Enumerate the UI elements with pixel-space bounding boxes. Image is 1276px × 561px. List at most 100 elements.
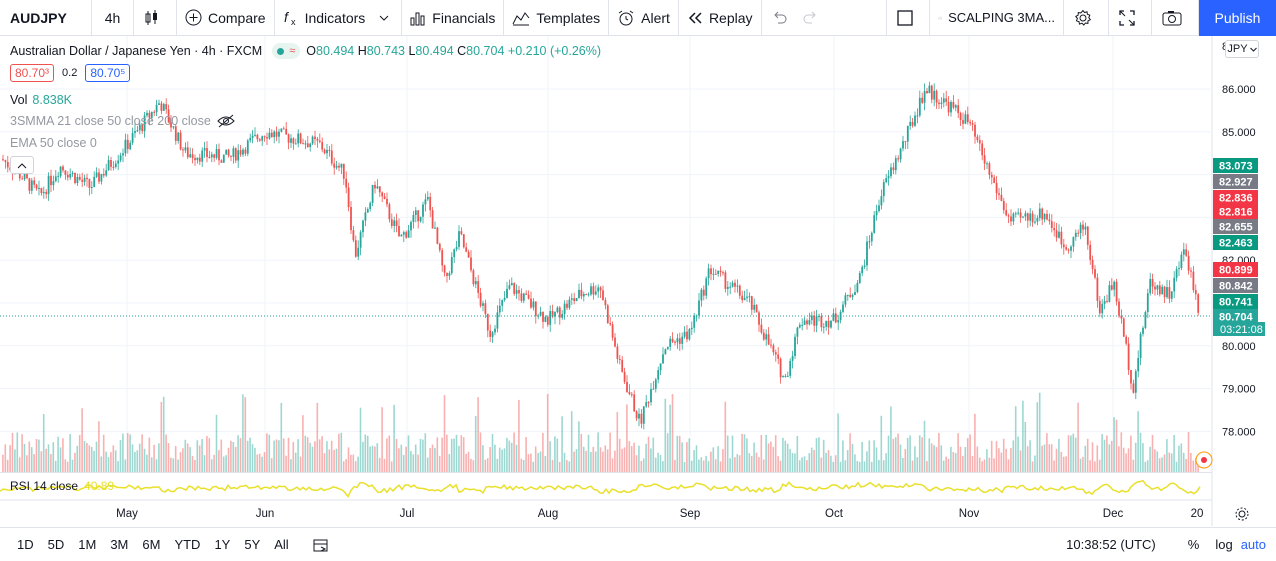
range-button-5d[interactable]: 5D [47, 537, 65, 552]
volume-bar [1091, 442, 1094, 472]
price-badge [1213, 294, 1258, 309]
candle-body [626, 381, 628, 392]
time-axis-label: Aug [538, 508, 558, 520]
candle-body [856, 282, 859, 293]
volume-bar [304, 435, 307, 472]
volume-bar [1170, 453, 1173, 472]
volume-bar [376, 443, 379, 472]
volume-bar [2, 454, 4, 472]
volume-bar [1122, 447, 1125, 472]
volume-bar [1178, 445, 1180, 472]
candle-body [822, 326, 825, 328]
volume-legend[interactable]: Vol 8.838K [10, 93, 72, 107]
candle-body [873, 215, 876, 233]
candle-body [1187, 255, 1190, 271]
volume-bar [38, 439, 40, 472]
symbol-search-button[interactable]: AUDJPY [0, 0, 92, 36]
alert-button[interactable]: Alert [609, 0, 679, 36]
volume-bar [448, 454, 451, 472]
volume-bar [280, 402, 283, 472]
chart-type-button[interactable] [134, 0, 177, 36]
volume-bar [369, 446, 371, 472]
compare-button[interactable]: Compare [177, 0, 275, 36]
volume-bar [472, 460, 475, 472]
financials-button[interactable]: Financials [402, 0, 505, 36]
sell-button[interactable]: 80.70³ [10, 64, 55, 82]
log-toggle[interactable]: log [1215, 537, 1233, 552]
candle-body [179, 132, 182, 150]
volume-bar [446, 434, 448, 472]
range-button-5y[interactable]: 5Y [244, 537, 261, 552]
candle-body [378, 186, 381, 193]
range-button-ytd[interactable]: YTD [174, 537, 201, 552]
fullscreen-mode-button[interactable] [886, 0, 930, 36]
market-status-badge[interactable]: ≈ [272, 43, 301, 59]
percent-toggle[interactable]: % [1187, 537, 1200, 552]
candle-body [352, 230, 355, 241]
go-to-date-icon[interactable] [312, 537, 330, 553]
range-button-6m[interactable]: 6M [142, 537, 161, 552]
candle-body [23, 173, 26, 180]
volume-bar [549, 441, 551, 472]
volume-bar [210, 459, 213, 472]
chevron-down-icon[interactable] [379, 14, 389, 22]
volume-bar [1041, 445, 1043, 472]
replay-button[interactable]: Replay [679, 0, 762, 36]
range-button-1d[interactable]: 1D [17, 537, 34, 552]
eye-crossed-icon[interactable] [217, 114, 235, 128]
volume-bar [458, 445, 460, 472]
candle-body [491, 332, 494, 337]
settings-button[interactable] [1064, 0, 1109, 36]
redo-button[interactable] [798, 0, 834, 36]
candle-body [779, 358, 782, 378]
candle-body [686, 331, 688, 340]
volume-bar [1019, 450, 1022, 472]
legend-collapse-button[interactable] [10, 156, 34, 174]
candle-body [292, 138, 295, 144]
publish-button[interactable]: Publish [1199, 0, 1276, 36]
rsi-legend[interactable]: RSI 14 close 40.89 [10, 479, 114, 493]
undo-button[interactable] [762, 0, 798, 36]
templates-button[interactable]: Templates [504, 0, 610, 36]
candle-body [700, 289, 703, 301]
candle-body [218, 149, 220, 161]
candle-body [28, 178, 31, 191]
candle-body [342, 163, 345, 179]
candle-body [95, 172, 98, 177]
symbol-legend[interactable]: Australian Dollar / Japanese Yen · 4h · … [10, 43, 601, 59]
volume-bar [1036, 402, 1039, 472]
time-axis-label: Dec [1103, 508, 1124, 520]
smma-legend[interactable]: 3SMMA 21 close 50 close 200 close [10, 114, 235, 128]
range-button-1y[interactable]: 1Y [214, 537, 231, 552]
volume-bar [28, 441, 31, 472]
volume-bar [441, 437, 443, 472]
candle-body [141, 124, 144, 132]
candle-body [1134, 371, 1137, 393]
interval-button[interactable]: 4h [92, 0, 134, 36]
range-button-all[interactable]: All [274, 537, 289, 552]
candle-body [957, 105, 960, 114]
candle-body [1122, 318, 1125, 337]
ema-legend[interactable]: EMA 50 close 0 [10, 136, 97, 150]
templates-icon [512, 11, 530, 25]
buy-button[interactable]: 80.70⁵ [85, 64, 131, 82]
layout-menu-button[interactable]: SCALPING 3MA... [930, 0, 1064, 36]
clock-time[interactable]: 10:38:52 (UTC) [1066, 537, 1156, 552]
candle-body [858, 273, 861, 283]
candle-body [851, 295, 854, 297]
auto-scale-toggle[interactable]: auto [1240, 537, 1266, 552]
alarm-clock-icon [618, 10, 634, 25]
candle-body [302, 143, 304, 145]
snapshot-button[interactable] [1152, 0, 1199, 36]
expand-button[interactable] [1109, 0, 1152, 36]
candle-body [1106, 300, 1108, 302]
range-button-1m[interactable]: 1M [78, 537, 97, 552]
currency-selector[interactable]: JPY [1225, 40, 1259, 58]
candle-body [861, 266, 864, 274]
candle-body [573, 298, 576, 301]
range-button-3m[interactable]: 3M [110, 537, 129, 552]
volume-bar [107, 457, 110, 472]
